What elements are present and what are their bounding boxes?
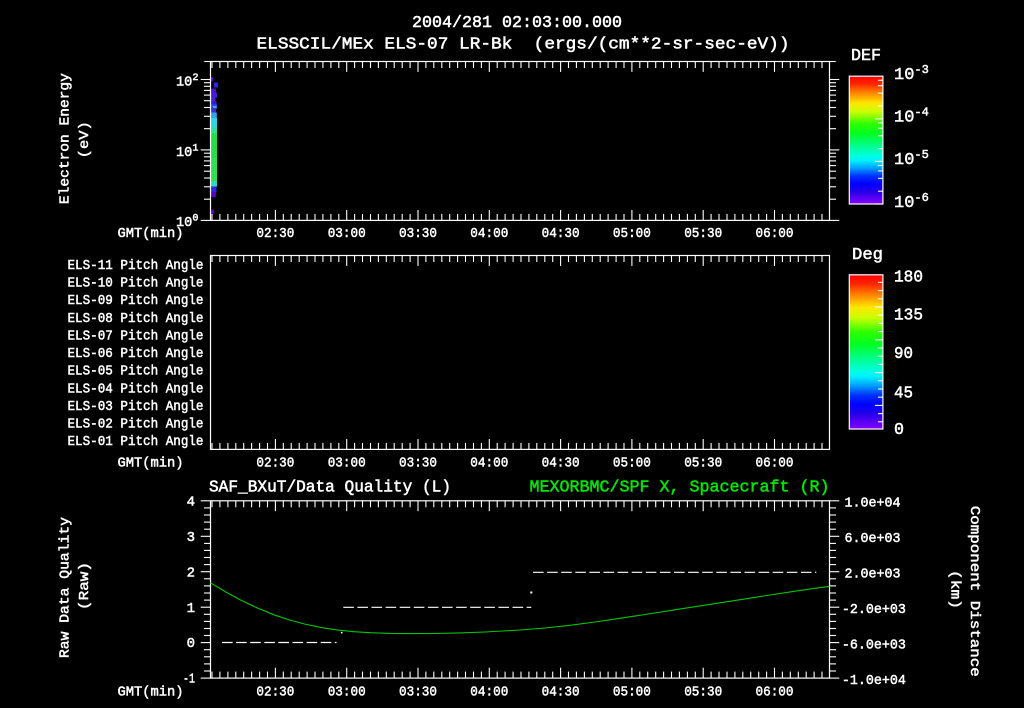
svg-text:SAF_BXuT/Data Quality (L): SAF_BXuT/Data Quality (L) [209, 479, 451, 498]
svg-text:2: 2 [187, 565, 195, 581]
svg-text:ELS-10 Pitch Angle: ELS-10 Pitch Angle [68, 276, 204, 292]
svg-text:03:00: 03:00 [328, 456, 366, 472]
svg-text:ELS-05 Pitch Angle: ELS-05 Pitch Angle [68, 364, 204, 380]
svg-text:02:30: 02:30 [256, 456, 294, 472]
svg-text:-6.0e+03: -6.0e+03 [842, 638, 906, 654]
svg-text:ELS-06 Pitch Angle: ELS-06 Pitch Angle [68, 346, 204, 362]
svg-text:1.0e+04: 1.0e+04 [845, 496, 901, 512]
svg-text:04:00: 04:00 [470, 456, 508, 472]
svg-text:04:00: 04:00 [470, 685, 508, 701]
svg-text:05:30: 05:30 [684, 685, 722, 701]
svg-text:03:30: 03:30 [399, 226, 437, 242]
svg-text:06:00: 06:00 [756, 685, 794, 701]
svg-text:Deg: Deg [852, 246, 883, 265]
svg-text:05:30: 05:30 [684, 226, 722, 242]
svg-text:ELS-01 Pitch Angle: ELS-01 Pitch Angle [68, 434, 204, 450]
svg-text:1: 1 [187, 601, 195, 617]
svg-text:-1: -1 [183, 672, 195, 688]
svg-text:ELS-03 Pitch Angle: ELS-03 Pitch Angle [68, 399, 204, 415]
svg-text:0: 0 [894, 421, 904, 440]
svg-text:ELS-02 Pitch Angle: ELS-02 Pitch Angle [68, 417, 204, 433]
svg-text:ELS-07 Pitch Angle: ELS-07 Pitch Angle [68, 328, 204, 344]
svg-text:0: 0 [187, 636, 195, 652]
svg-text:Raw Data Quality: Raw Data Quality [58, 517, 74, 658]
svg-text:3: 3 [187, 530, 195, 546]
svg-text:135: 135 [894, 307, 923, 326]
svg-text:DEF: DEF [851, 47, 881, 66]
svg-text:ELSSCIL/MEx ELS-07 LR-Bk (erg: ELSSCIL/MEx ELS-07 LR-Bk (ergs/(cm**2-sr… [257, 36, 790, 55]
svg-text:06:00: 06:00 [756, 456, 794, 472]
svg-text:(km): (km) [947, 570, 963, 609]
svg-text:05:00: 05:00 [613, 685, 651, 701]
svg-text:03:30: 03:30 [399, 685, 437, 701]
svg-text:2.0e+03: 2.0e+03 [845, 567, 901, 583]
svg-text:04:00: 04:00 [470, 226, 508, 242]
svg-text:-1.0e+04: -1.0e+04 [842, 673, 906, 689]
svg-text:GMT(min): GMT(min) [118, 685, 184, 701]
svg-text:02:30: 02:30 [256, 685, 294, 701]
svg-text:05:00: 05:00 [613, 226, 651, 242]
svg-text:GMT(min): GMT(min) [118, 456, 184, 472]
svg-text:ELS-11 Pitch Angle: ELS-11 Pitch Angle [68, 258, 204, 274]
svg-text:180: 180 [894, 269, 923, 288]
svg-text:03:30: 03:30 [399, 456, 437, 472]
svg-text:-2.0e+03: -2.0e+03 [842, 602, 906, 618]
svg-text:45: 45 [894, 384, 913, 403]
svg-text:ELS-04 Pitch Angle: ELS-04 Pitch Angle [68, 381, 204, 397]
svg-text:MEXORBMC/SPF X, Spacecraft (R): MEXORBMC/SPF X, Spacecraft (R) [530, 479, 830, 498]
svg-text:90: 90 [894, 345, 913, 364]
svg-text:06:00: 06:00 [756, 226, 794, 242]
svg-text:6.0e+03: 6.0e+03 [845, 531, 901, 547]
svg-text:(Raw): (Raw) [77, 562, 93, 610]
svg-text:02:30: 02:30 [256, 226, 294, 242]
svg-text:4: 4 [187, 494, 195, 510]
svg-text:(eV): (eV) [77, 121, 93, 158]
svg-text:ELS-08 Pitch Angle: ELS-08 Pitch Angle [68, 311, 204, 327]
svg-text:Electron Energy: Electron Energy [58, 73, 74, 204]
svg-text:Component Distance: Component Distance [966, 506, 982, 677]
svg-text:03:00: 03:00 [328, 226, 366, 242]
svg-text:04:30: 04:30 [542, 226, 580, 242]
svg-text:ELS-09 Pitch Angle: ELS-09 Pitch Angle [68, 293, 204, 309]
svg-text:2004/281 02:03:00.000: 2004/281 02:03:00.000 [412, 14, 622, 33]
svg-text:03:00: 03:00 [328, 685, 366, 701]
svg-text:04:30: 04:30 [542, 685, 580, 701]
svg-text:GMT(min): GMT(min) [118, 226, 184, 242]
svg-text:05:00: 05:00 [613, 456, 651, 472]
svg-text:04:30: 04:30 [542, 456, 580, 472]
svg-text:05:30: 05:30 [684, 456, 722, 472]
